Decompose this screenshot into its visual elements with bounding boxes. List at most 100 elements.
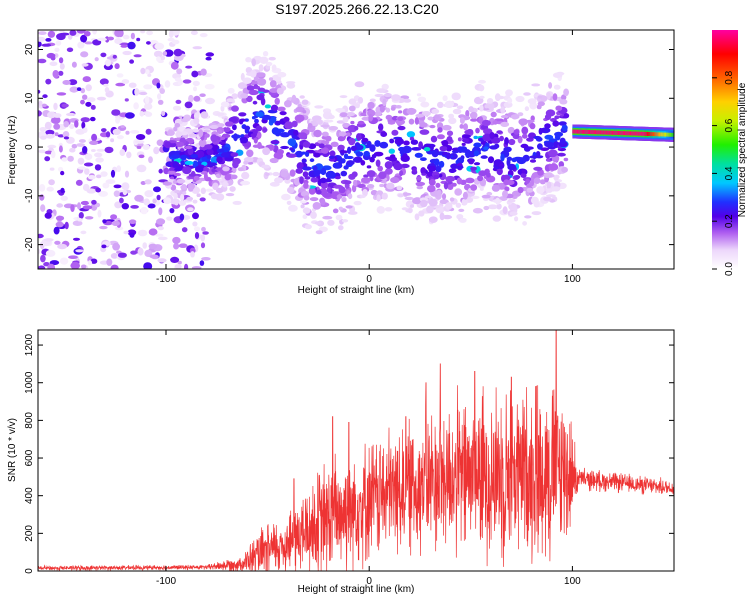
spectrogram-cell xyxy=(100,171,108,177)
spectrogram-cell xyxy=(320,167,327,176)
spectrogram-cell xyxy=(176,68,183,75)
spectrogram-cell xyxy=(195,165,204,173)
spectrogram-cell xyxy=(246,95,253,103)
spectrogram-cell xyxy=(193,112,200,120)
spectrogram-cell xyxy=(38,31,47,35)
spectrogram-cell xyxy=(350,145,357,152)
spectrogram-cell xyxy=(105,131,111,138)
spectrogram-cell xyxy=(379,141,389,149)
spectrogram-cell xyxy=(135,134,146,140)
spectrogram-cell xyxy=(338,225,344,231)
spectrogram-cell xyxy=(529,159,537,163)
spectrogram-cell xyxy=(471,195,480,199)
spectrogram-cell xyxy=(199,260,205,266)
spectrogram-cell xyxy=(201,226,206,232)
spectrogram-cell xyxy=(81,121,86,129)
spectrogram-cell xyxy=(291,94,297,102)
spectrogram-cell xyxy=(496,167,503,176)
spectrogram-cell xyxy=(129,232,135,238)
spectrogram-cell xyxy=(84,153,93,160)
spectrogram-cell xyxy=(498,165,504,169)
spectrogram-cell xyxy=(184,263,189,269)
spectrogram-cell xyxy=(523,92,531,96)
spectrogram-cell xyxy=(526,187,534,193)
spectrogram-cell xyxy=(110,264,119,269)
spectrogram-cell xyxy=(522,221,527,226)
spectrogram-cell xyxy=(123,230,129,235)
spectrogram-cell xyxy=(67,155,74,162)
spectrogram-cell xyxy=(69,123,75,130)
spectrogram-cell xyxy=(394,138,404,145)
spectrogram-cell xyxy=(561,94,567,101)
spectrogram-cell xyxy=(200,187,206,195)
spectrogram-cell xyxy=(200,234,206,242)
spectrogram-cell xyxy=(45,133,55,139)
spectrogram-cell xyxy=(78,166,86,170)
snr-frame xyxy=(37,329,675,572)
spectrogram-cell xyxy=(173,54,184,61)
spectrogram-cell xyxy=(435,165,442,173)
spectrogram-cell xyxy=(246,85,255,91)
spectrogram-cell xyxy=(167,170,176,175)
spectrogram-cell xyxy=(261,164,270,169)
spectrogram-cell xyxy=(146,30,154,36)
spectrogram-cell xyxy=(238,112,247,117)
spectrogram-cell xyxy=(264,104,272,109)
spectrogram-cell xyxy=(84,41,93,45)
spectrogram-cell xyxy=(480,155,488,159)
spectrogram-cell xyxy=(348,105,356,112)
spectrogram-cell xyxy=(383,93,392,97)
spectrogram-cell xyxy=(458,114,466,119)
spectrogram-cell xyxy=(182,215,191,220)
spectrogram-cell xyxy=(406,107,417,115)
spectrogram-cell xyxy=(345,205,353,209)
spectrogram-cell xyxy=(134,194,144,202)
spectrogram-cell xyxy=(529,155,539,159)
spectrogram-cell xyxy=(302,110,307,114)
spectrogram-cell xyxy=(347,193,353,200)
spectrogram-cell xyxy=(418,141,423,150)
spectrogram-cell xyxy=(156,194,161,201)
spectrogram-cell xyxy=(77,41,85,49)
spectrogram-cell xyxy=(38,265,46,269)
spectrogram-cell xyxy=(284,100,292,108)
spectrogram-cell xyxy=(40,135,47,140)
spectrogram-cell xyxy=(465,177,475,184)
spectrogram-cell xyxy=(274,97,280,105)
spectrogram-cell xyxy=(468,106,474,113)
spectrogram-cell xyxy=(314,221,322,225)
spectrogram-cell xyxy=(173,180,177,184)
spectrogram-cell xyxy=(500,121,510,127)
spectrogram-cell xyxy=(302,141,311,148)
spectrogram-cell xyxy=(410,139,419,145)
spectrogram-cell xyxy=(232,200,242,205)
spectrogram-cell xyxy=(524,106,530,112)
spectrogram-cell xyxy=(302,166,312,171)
spectrogram-cell xyxy=(416,93,422,97)
spectrogram-cell xyxy=(185,65,193,69)
spectrogram-cell xyxy=(188,94,194,103)
spectrogram-cell xyxy=(210,193,219,200)
spectrogram-cell xyxy=(461,142,466,146)
spectrogram-cell xyxy=(110,214,118,220)
spectrogram-cell xyxy=(465,110,470,118)
spectrogram-cell xyxy=(184,101,193,109)
spectrogram-cell xyxy=(366,165,372,169)
spectrogram-cell xyxy=(148,156,153,164)
spectrogram-cell xyxy=(66,47,74,53)
spectrogram-cell xyxy=(60,170,65,176)
spectrogram-cell xyxy=(127,41,136,50)
spectrogram-cell xyxy=(283,116,290,123)
spectrogram-cell xyxy=(243,160,249,165)
spectrogram-cell xyxy=(511,157,517,163)
spectrogram-cell xyxy=(91,149,96,152)
spectrogram-cell xyxy=(232,160,239,169)
spectrogram-cell xyxy=(499,135,504,142)
spectrogram-cell xyxy=(170,184,177,191)
spectrogram-cell xyxy=(205,97,215,105)
spectrogram-cell xyxy=(240,93,249,99)
spectrogram-cell xyxy=(313,129,322,138)
spectrogram-cell xyxy=(40,204,46,212)
spectrogram-cell xyxy=(64,221,69,230)
